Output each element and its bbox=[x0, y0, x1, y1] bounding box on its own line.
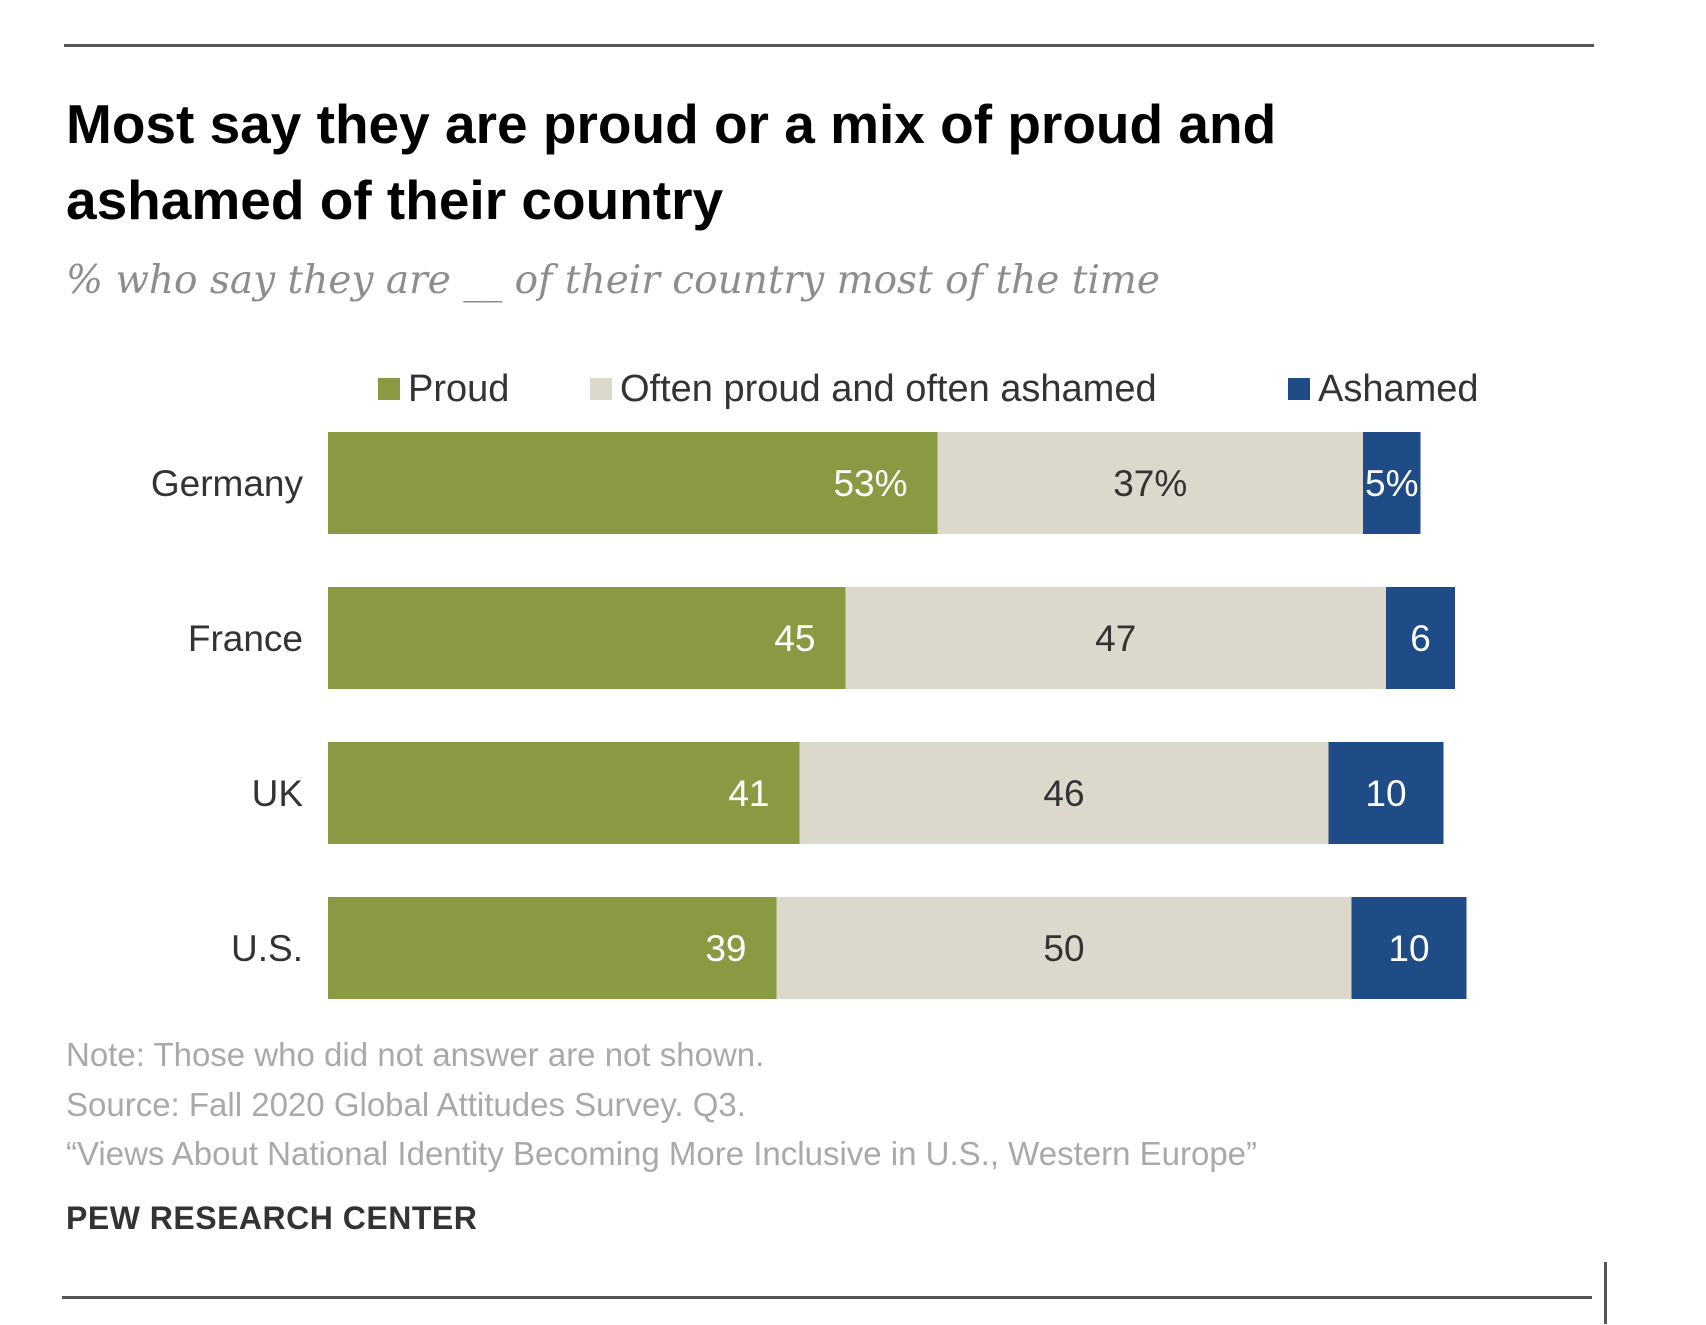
note-text: Note: Those who did not answer are not s… bbox=[66, 1036, 765, 1073]
legend-item-ashamed: Ashamed bbox=[1288, 366, 1479, 412]
source-text: Source: Fall 2020 Global Attitudes Surve… bbox=[66, 1086, 746, 1123]
category-label-france: France bbox=[188, 618, 303, 659]
legend-label-ashamed: Ashamed bbox=[1318, 367, 1479, 410]
data-label-mixed-germany: 37% bbox=[1113, 463, 1187, 504]
bar-segment-mixed-uk bbox=[799, 742, 1329, 844]
report-title-text: “Views About National Identity Becoming … bbox=[66, 1135, 1258, 1172]
edge-line bbox=[1604, 1262, 1607, 1324]
bar-segment-proud-france bbox=[328, 587, 846, 689]
data-label-mixed-u-s: 50 bbox=[1043, 928, 1084, 969]
bar-segment-ashamed-u-s bbox=[1351, 897, 1467, 999]
chart-title: Most say they are proud or a mix of prou… bbox=[66, 93, 1277, 231]
bottom-rule bbox=[62, 1296, 1592, 1299]
bar-segment-ashamed-uk bbox=[1328, 742, 1444, 844]
bar-segment-ashamed-france bbox=[1386, 587, 1455, 689]
data-label-ashamed-france: 6 bbox=[1410, 618, 1431, 659]
legend-item-mixed: Often proud and often ashamed bbox=[590, 366, 1157, 412]
top-rule bbox=[64, 44, 1594, 47]
legend-label-proud: Proud bbox=[408, 367, 510, 410]
data-label-mixed-uk: 46 bbox=[1043, 773, 1084, 814]
data-label-ashamed-germany: 5% bbox=[1365, 463, 1418, 504]
bar-segment-mixed-u-s bbox=[776, 897, 1352, 999]
data-label-proud-france: 45 bbox=[774, 618, 815, 659]
bar-segment-proud-u-s bbox=[328, 897, 777, 999]
category-label-germany: Germany bbox=[151, 463, 304, 504]
data-label-mixed-france: 47 bbox=[1095, 618, 1136, 659]
bar-segment-proud-germany bbox=[328, 432, 938, 534]
legend-swatch-proud bbox=[378, 378, 400, 400]
bar-segment-proud-uk bbox=[328, 742, 800, 844]
legend-label-mixed: Often proud and often ashamed bbox=[620, 367, 1157, 410]
bar-segment-mixed-france bbox=[845, 587, 1386, 689]
legend-swatch-mixed bbox=[590, 378, 612, 400]
legend-swatch-ashamed bbox=[1288, 378, 1310, 400]
category-label-u-s: U.S. bbox=[231, 928, 303, 969]
legend-item-proud: Proud bbox=[378, 366, 509, 412]
data-label-ashamed-uk: 10 bbox=[1365, 773, 1406, 814]
bar-segment-mixed-germany bbox=[937, 432, 1363, 534]
data-label-ashamed-u-s: 10 bbox=[1388, 928, 1429, 969]
data-label-proud-u-s: 39 bbox=[705, 928, 746, 969]
chart-subtitle: % who say they are __ of their country m… bbox=[66, 258, 1160, 303]
data-label-proud-germany: 53% bbox=[833, 463, 907, 504]
bar-segment-ashamed-germany bbox=[1363, 432, 1421, 534]
data-label-proud-uk: 41 bbox=[728, 773, 769, 814]
category-label-uk: UK bbox=[252, 773, 304, 814]
credit-text: PEW RESEARCH CENTER bbox=[66, 1200, 478, 1236]
